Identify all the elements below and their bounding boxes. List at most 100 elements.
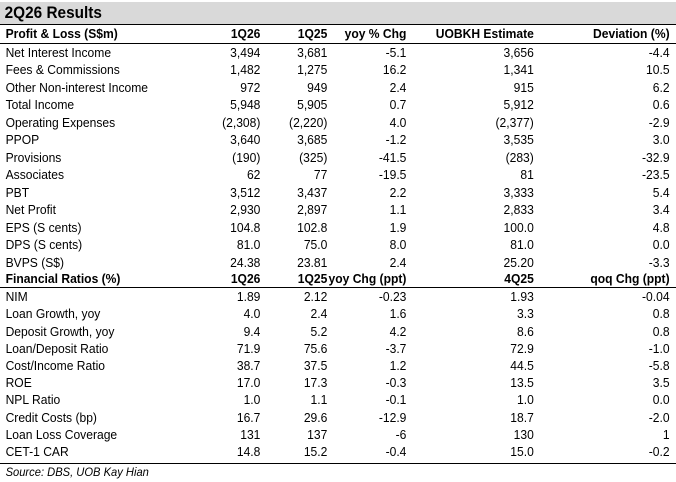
- cell-value: 5,948: [230, 97, 261, 112]
- cell-value: 3,640: [230, 132, 261, 147]
- cell-value: 1.2: [389, 358, 407, 373]
- column-header: Deviation (%): [593, 26, 670, 41]
- column-header: 1Q25: [297, 26, 328, 41]
- table-row: BVPS (S$) 24.38 23.81 2.4 25.20 -3.3: [0, 254, 676, 272]
- cell-value: -2.9: [648, 114, 670, 130]
- cell-value: 75.6: [303, 340, 328, 356]
- table-row: Deposit Growth, yoy 9.4 5.2 4.2 8.6 0.8: [0, 323, 676, 341]
- row-label: Credit Costs (bp): [5, 409, 97, 425]
- cell-value: -3.7: [385, 340, 407, 356]
- cell-value: 2,930: [230, 202, 261, 217]
- table-row: Loan/Deposit Ratio 71.9 75.6 -3.7 72.9 -1.0: [0, 340, 676, 358]
- row-label: Loan/Deposit Ratio: [5, 340, 109, 356]
- cell-value: 949: [307, 79, 328, 95]
- cell-value: 1,275: [297, 62, 328, 77]
- row-label: Total Income: [5, 97, 75, 112]
- column-header: Financial Ratios (%): [5, 271, 121, 286]
- table-row: Fees & Commissions 1,482 1,275 16.2 1,341 10.…: [0, 61, 676, 79]
- cell-value: 16.2: [382, 62, 407, 77]
- column-header: qoq Chg (ppt): [590, 271, 670, 286]
- row-label: Net Profit: [5, 202, 56, 217]
- column-header: UOBKH Estimate: [435, 26, 534, 41]
- cell-value: 3,681: [297, 44, 328, 60]
- cell-value: (2,377): [495, 114, 534, 130]
- cell-value: 1.93: [510, 289, 534, 305]
- table-row: Total Income 5,948 5,905 0.7 5,912 0.6: [0, 96, 676, 114]
- row-label: Fees & Commissions: [5, 62, 120, 77]
- row-label: Loan Growth, yoy: [5, 306, 101, 322]
- cell-value: -41.5: [378, 149, 407, 165]
- table-row: Credit Costs (bp) 16.7 29.6 -12.9 18.7 -2.0: [0, 409, 676, 427]
- cell-value: 3,494: [230, 44, 261, 60]
- cell-value: 5.4: [652, 184, 670, 200]
- cell-value: 1.6: [389, 306, 407, 322]
- cell-value: -0.2: [648, 444, 670, 459]
- cell-value: 1.1: [310, 392, 328, 408]
- table-row: Net Interest Income 3,494 3,681 -5.1 3,656 -4…: [0, 44, 676, 62]
- table-row: PPOP 3,640 3,685 -1.2 3,535 3.0: [0, 131, 676, 149]
- cell-value: 4.2: [389, 323, 407, 339]
- cell-value: -12.9: [378, 409, 407, 425]
- row-label: BVPS (S$): [5, 254, 65, 270]
- column-header: yoy Chg (ppt): [328, 271, 407, 286]
- cell-value: 14.8: [236, 444, 261, 459]
- cell-value: 100.0: [503, 219, 534, 235]
- table-row: Net Profit 2,930 2,897 1.1 2,833 3.4: [0, 201, 676, 219]
- cell-value: -5.1: [385, 44, 407, 60]
- cell-value: 13.5: [510, 375, 534, 391]
- table-row: NIM 1.89 2.12 -0.23 1.93 -0.04: [0, 288, 676, 306]
- table-row: EPS (S cents) 104.8 102.8 1.9 100.0 4.8: [0, 219, 676, 237]
- fr-header-underline: [0, 287, 676, 289]
- cell-value: 0.0: [652, 392, 670, 408]
- cell-value: 2.2: [389, 184, 407, 200]
- cell-value: -0.3: [385, 375, 407, 391]
- cell-value: 2,833: [503, 202, 534, 217]
- cell-value: 81: [520, 167, 534, 182]
- cell-value: 972: [240, 79, 261, 95]
- cell-value: 62: [246, 167, 261, 182]
- row-label: CET-1 CAR: [5, 444, 69, 459]
- cell-value: 137: [307, 426, 328, 442]
- cell-value: 81.0: [236, 237, 261, 252]
- cell-value: 5.2: [310, 323, 328, 339]
- cell-value: 10.5: [646, 62, 670, 77]
- cell-value: 915: [513, 79, 534, 95]
- row-label: NIM: [5, 289, 28, 305]
- cell-value: 0.0: [652, 237, 670, 252]
- row-label: Loan Loss Coverage: [5, 426, 118, 442]
- cell-value: 130: [513, 426, 534, 442]
- row-label: Net Interest Income: [5, 44, 112, 60]
- cell-value: -0.04: [642, 289, 670, 305]
- row-label: DPS (S cents): [5, 237, 83, 252]
- cell-value: 38.7: [236, 358, 261, 373]
- cell-value: 3.4: [652, 202, 670, 217]
- cell-value: 4.0: [389, 114, 407, 130]
- column-header: 4Q25: [504, 271, 534, 286]
- cell-value: -2.0: [648, 409, 670, 425]
- cell-value: 3,535: [503, 132, 534, 147]
- cell-value: 17.3: [303, 375, 328, 391]
- cell-value: 0.7: [389, 97, 407, 112]
- cell-value: 15.2: [303, 444, 328, 459]
- cell-value: -23.5: [642, 167, 670, 182]
- cell-value: 3.0: [652, 132, 670, 147]
- cell-value: 0.8: [652, 323, 670, 339]
- cell-value: 1: [662, 426, 670, 442]
- row-label: NPL Ratio: [5, 392, 61, 408]
- cell-value: 3,656: [503, 44, 534, 60]
- cell-value: 17.0: [236, 375, 261, 391]
- cell-value: 4.8: [652, 219, 670, 235]
- column-header: 1Q26: [230, 271, 261, 286]
- row-label: Operating Expenses: [5, 114, 116, 130]
- cell-value: (283): [505, 149, 534, 165]
- cell-value: -1.0: [648, 340, 670, 356]
- cell-value: 6.2: [652, 79, 670, 95]
- cell-value: (2,220): [289, 114, 328, 130]
- pl-header-underline: [0, 42, 676, 44]
- cell-value: -6: [395, 426, 407, 442]
- cell-value: -0.1: [385, 392, 407, 408]
- cell-value: -3.3: [648, 254, 670, 270]
- column-header: 1Q25: [297, 271, 328, 286]
- cell-value: 4.0: [243, 306, 261, 322]
- cell-value: 2.4: [389, 79, 407, 95]
